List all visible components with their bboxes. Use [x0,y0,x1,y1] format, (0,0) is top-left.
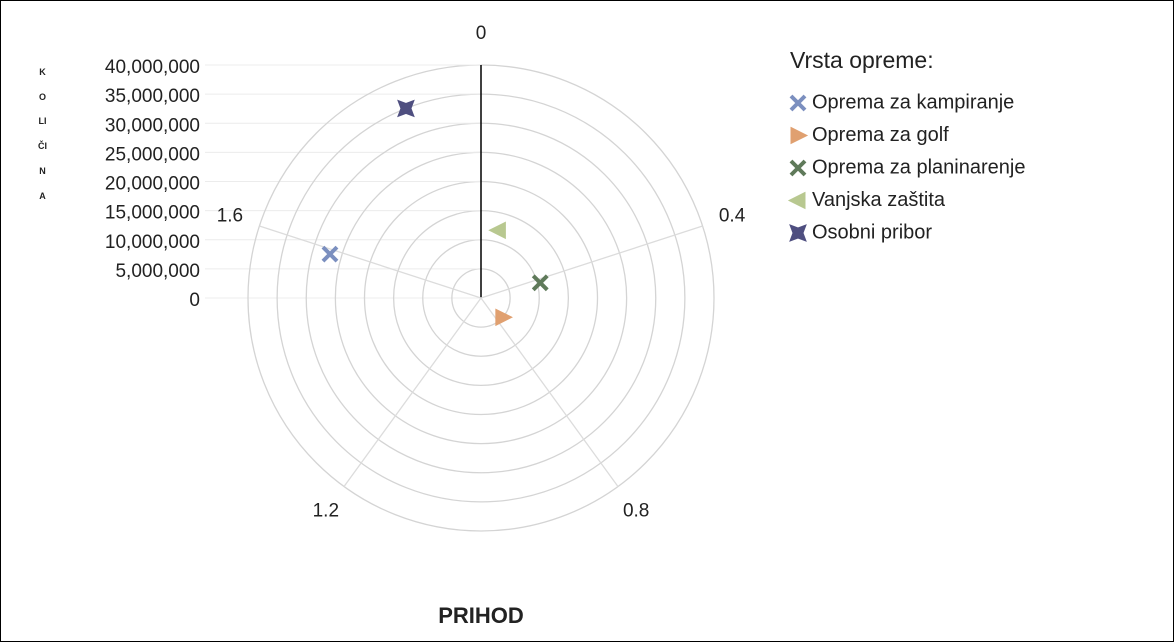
legend-label: Oprema za planinarenje [812,156,1025,178]
x-tick-label: 0.8 [623,501,649,522]
y-tick-label: 30,000,000 [105,115,200,136]
legend-marker [787,191,806,210]
legend-marker [789,159,807,177]
y-tick-label: 35,000,000 [105,86,200,107]
point [397,99,415,118]
y-tick-label: 10,000,000 [105,232,200,253]
y-tick-label: 20,000,000 [105,174,200,195]
legend-marker [789,94,807,112]
x-tick-label: 1.2 [313,501,339,522]
point [488,221,506,240]
legend-label: Oprema za kampiranje [812,91,1014,113]
x-tick-label: 0.4 [719,205,746,226]
x-axis-title: PRIHOD [438,603,524,628]
legend-label: Oprema za golf [812,124,949,146]
y-axis-title: KOLIČINA [38,67,47,201]
legend-label: Osobni pribor [812,221,932,243]
y-tick-label: 25,000,000 [105,144,200,165]
legend-title: Vrsta opreme: [790,47,934,73]
y-tick-label: 40,000,000 [105,57,200,78]
legend-marker [790,126,809,145]
x-tick-label: 0 [476,23,487,44]
y-tick-label: 0 [189,290,200,311]
spoke [480,225,703,299]
point [321,245,339,263]
x-tick-label: 1.6 [217,205,243,226]
spoke [480,297,619,487]
point [495,308,513,327]
point [531,274,549,292]
legend-marker [789,224,807,242]
y-tick-label: 5,000,000 [115,261,200,282]
y-tick-label: 15,000,000 [105,203,200,224]
legend-label: Vanjska zaštita [812,189,946,211]
spoke [343,297,482,487]
spoke [259,225,482,299]
